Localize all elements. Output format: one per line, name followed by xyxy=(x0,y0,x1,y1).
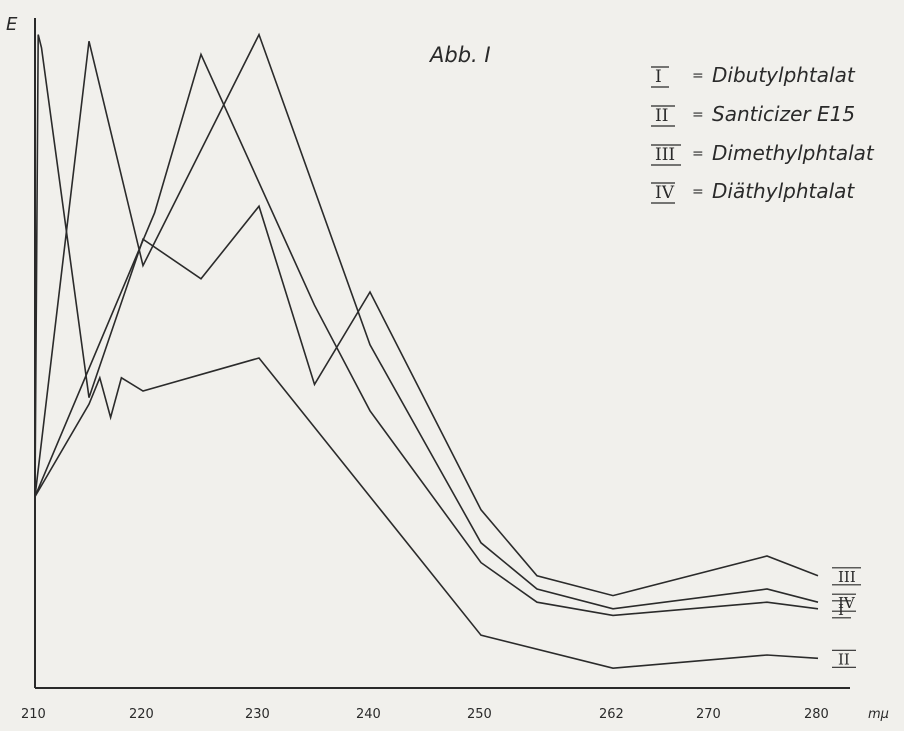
x-tick-label: 250 xyxy=(467,707,492,722)
x-tick-label: 270 xyxy=(696,707,721,722)
legend-key: I xyxy=(655,67,662,87)
legend-separator: = xyxy=(692,68,704,84)
end-label-iv: IV xyxy=(832,593,856,612)
end-label-text: IV xyxy=(838,594,856,612)
legend-entry-iii: III = Dimethylphtalat xyxy=(651,141,875,166)
series-line-iv xyxy=(34,32,819,610)
x-tick-label: 280 xyxy=(804,707,829,722)
legend-label: Diäthylphtalat xyxy=(712,179,855,203)
legend-separator: = xyxy=(692,107,704,123)
legend-key: IV xyxy=(655,183,675,203)
y-axis-label: E xyxy=(6,14,18,35)
series-line-iii xyxy=(34,34,819,597)
legend-key: III xyxy=(655,145,675,165)
x-tick-labels: 210 220 230 240 250 262 270 280 xyxy=(21,707,829,722)
end-label-i: I xyxy=(832,600,851,619)
legend-label: Dimethylphtalat xyxy=(712,141,875,165)
x-tick-label: 230 xyxy=(245,707,270,722)
series-lines xyxy=(34,32,819,670)
x-tick-label: 240 xyxy=(356,707,381,722)
figure-title: Abb. I xyxy=(428,43,491,67)
end-label-text: I xyxy=(838,601,844,619)
x-tick-label: 220 xyxy=(129,707,154,722)
legend-separator: = xyxy=(692,184,704,200)
x-tick-label: 262 xyxy=(599,707,624,722)
chart-legend: I = Dibutylphtalat II = Santicizer E15 III = Dim… xyxy=(651,63,875,204)
legend-separator: = xyxy=(692,146,704,162)
x-axis-label: mμ xyxy=(868,707,889,722)
legend-label: Dibutylphtalat xyxy=(712,63,856,87)
end-label-iii: III xyxy=(832,567,861,586)
end-label-text: II xyxy=(838,650,850,668)
legend-entry-iv: IV = Diäthylphtalat xyxy=(651,179,855,204)
end-label-text: III xyxy=(838,568,856,586)
end-label-ii: II xyxy=(832,649,856,668)
legend-label: Santicizer E15 xyxy=(712,102,855,126)
legend-entry-i: I = Dibutylphtalat xyxy=(651,63,856,88)
x-tick-label: 210 xyxy=(21,707,46,722)
series-line-i xyxy=(34,52,819,617)
legend-key: II xyxy=(655,106,668,126)
series-line-ii xyxy=(34,357,819,670)
legend-entry-ii: II = Santicizer E15 xyxy=(651,102,855,127)
